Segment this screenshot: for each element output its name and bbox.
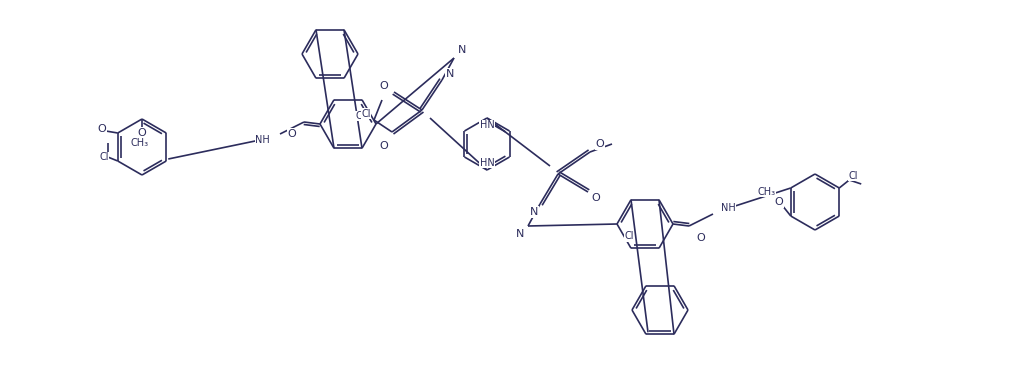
Text: N: N	[516, 229, 524, 239]
Text: NH: NH	[255, 135, 270, 145]
Text: O: O	[288, 129, 296, 139]
Text: O: O	[775, 197, 783, 207]
Text: CH₃: CH₃	[131, 138, 149, 148]
Text: Cl: Cl	[355, 111, 364, 121]
Text: CH₃: CH₃	[757, 187, 776, 197]
Text: HN: HN	[480, 158, 494, 168]
Text: O: O	[98, 124, 106, 134]
Text: O: O	[138, 128, 146, 138]
Text: HN: HN	[480, 120, 494, 130]
Text: O: O	[697, 233, 705, 243]
Text: Cl: Cl	[361, 109, 370, 119]
Text: O: O	[380, 81, 388, 91]
Text: NH: NH	[721, 203, 736, 213]
Text: N: N	[530, 207, 538, 217]
Text: O: O	[592, 193, 600, 203]
Text: N: N	[446, 69, 454, 79]
Text: Cl: Cl	[99, 152, 108, 162]
Text: Cl: Cl	[849, 171, 858, 181]
Text: O: O	[380, 141, 388, 151]
Text: N: N	[458, 45, 466, 55]
Text: O: O	[596, 139, 604, 149]
Text: Cl: Cl	[625, 231, 634, 241]
